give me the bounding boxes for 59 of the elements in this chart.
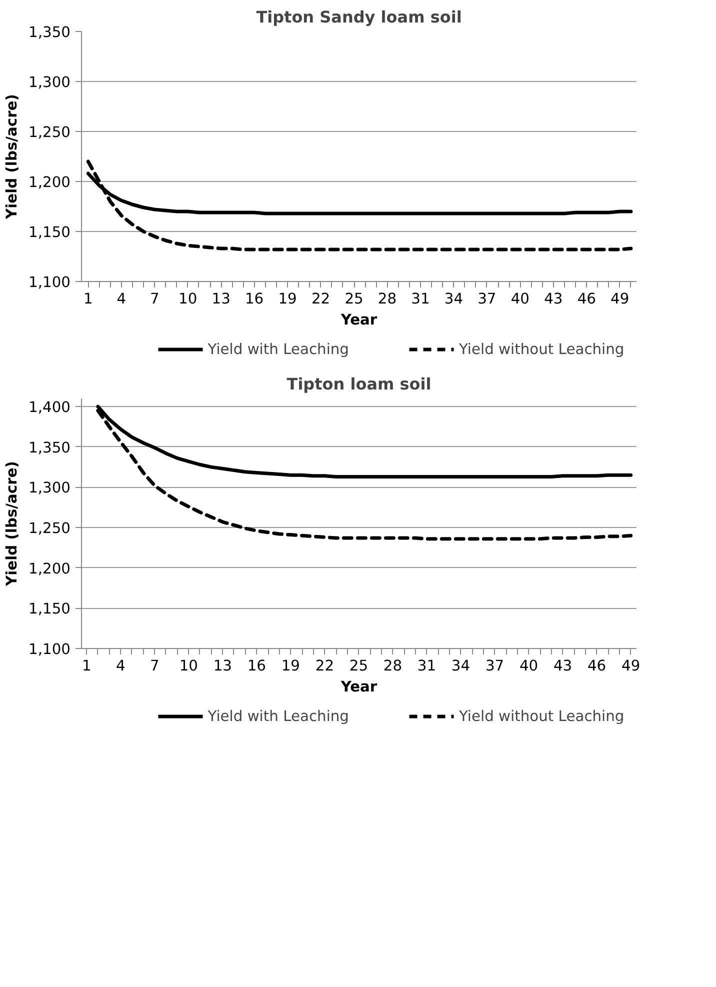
y-tick-label: 1,100 [28, 641, 71, 658]
legend-label: Yield without Leaching [459, 340, 624, 358]
x-tick-label: 31 [417, 658, 436, 674]
legend-label: Yield with Leaching [208, 708, 349, 724]
y-tick-label: 1,300 [28, 74, 71, 91]
x-tick-label: 13 [213, 658, 232, 674]
y-tick-label: 1,200 [28, 560, 71, 578]
x-tick-label: 43 [544, 290, 563, 308]
x-tick-label: 25 [349, 658, 368, 674]
y-tick-label: 1,400 [28, 399, 71, 416]
x-tick-label: 49 [610, 290, 630, 308]
x-tick-label: 49 [622, 658, 640, 674]
y-axis-title: Yield (lbs/acre) [4, 94, 21, 220]
chart-title: Tipton loam soil [286, 374, 432, 394]
x-tick-label: 7 [150, 290, 160, 308]
x-tick-label: 4 [116, 290, 126, 308]
chart-title: Tipton Sandy loam soil [256, 8, 462, 26]
x-tick-label: 40 [510, 290, 530, 308]
x-tick-label: 34 [444, 290, 464, 308]
x-tick-label: 22 [315, 658, 334, 674]
line-series [86, 160, 633, 252]
x-tick-label: 34 [451, 658, 470, 674]
x-tick-label: 31 [411, 290, 430, 308]
x-axis-title: Year [340, 312, 378, 328]
x-tick-label: 46 [587, 658, 606, 674]
x-tick-label: 46 [577, 290, 596, 308]
x-tick-label: 1 [83, 290, 93, 308]
y-tick-label: 1,300 [28, 480, 71, 497]
x-tick-label: 10 [179, 658, 198, 674]
y-axis-title: Yield (lbs/acre) [4, 461, 21, 587]
x-tick-label: 7 [150, 658, 160, 674]
x-tick-label: 40 [519, 658, 538, 674]
y-tick-label: 1,250 [28, 520, 71, 538]
y-tick-label: 1,150 [28, 224, 71, 241]
x-tick-label: 19 [278, 290, 297, 308]
x-tick-label: 19 [281, 658, 300, 674]
y-tick-label: 1,150 [28, 600, 71, 618]
x-tick-label: 28 [383, 658, 402, 674]
x-tick-label: 10 [178, 290, 198, 308]
line-series [96, 408, 633, 541]
legend-label: Yield with Leaching [208, 340, 349, 358]
x-tick-label: 16 [247, 658, 266, 674]
x-tick-label: 37 [478, 290, 496, 308]
x-tick-label: 28 [378, 290, 397, 308]
y-tick-label: 1,350 [28, 439, 71, 456]
x-tick-label: 4 [116, 658, 126, 674]
x-tick-label: 25 [344, 290, 364, 308]
x-tick-label: 43 [553, 658, 572, 674]
y-tick-label: 1,250 [28, 124, 71, 141]
y-tick-label: 1,350 [28, 24, 71, 41]
x-tick-label: 1 [82, 658, 92, 674]
x-tick-label: 22 [311, 290, 330, 308]
x-axis-title: Year [340, 678, 378, 696]
x-tick-label: 13 [212, 290, 230, 308]
y-tick-label: 1,100 [28, 274, 71, 291]
x-tick-label: 37 [485, 658, 504, 674]
y-tick-label: 1,200 [28, 174, 71, 191]
legend-label: Yield without Leaching [459, 708, 624, 724]
x-tick-label: 16 [244, 290, 264, 308]
